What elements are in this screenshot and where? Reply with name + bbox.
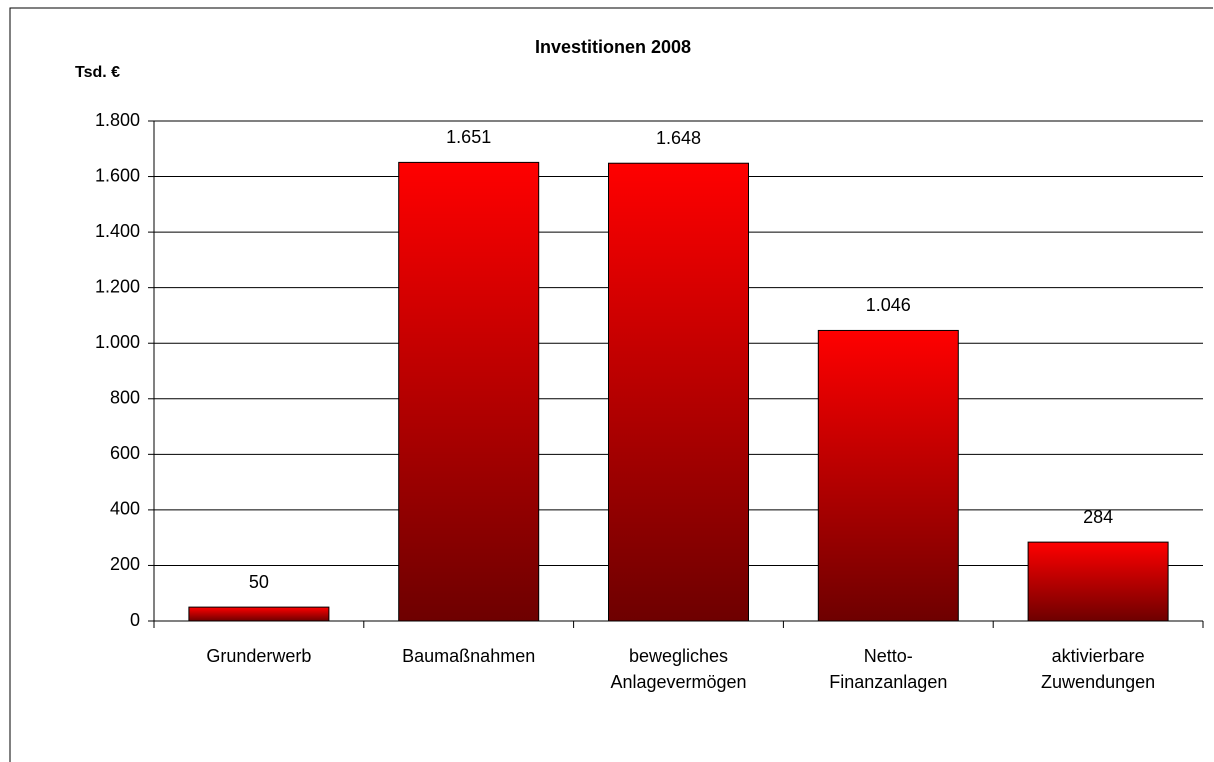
x-tick-label: Baumaßnahmen <box>402 646 536 666</box>
y-tick-label: 200 <box>110 554 140 574</box>
bar <box>188 606 330 622</box>
y-tick-label: 0 <box>130 610 140 630</box>
bar <box>608 162 749 622</box>
data-label: 1.046 <box>866 295 911 315</box>
x-tick-label: Netto-Finanzanlagen <box>829 646 948 692</box>
chart-title: Investitionen 2008 <box>535 37 691 57</box>
y-tick-label: 1.800 <box>95 110 140 130</box>
y-tick-label: 600 <box>110 443 140 463</box>
data-label: 1.648 <box>656 128 701 148</box>
data-label: 1.651 <box>446 127 491 147</box>
x-tick-label: bewegliches Anlagevermögen <box>610 646 747 692</box>
y-tick-label: 800 <box>110 388 140 408</box>
x-tick-label: aktivierbare Zuwendungen <box>1041 646 1156 692</box>
y-tick-label: 400 <box>110 499 140 519</box>
y-axis-label: Tsd. € <box>75 64 120 81</box>
bar <box>1027 541 1169 622</box>
x-tick-label: Grunderwerb <box>206 646 312 666</box>
frame <box>9 7 1213 762</box>
bar <box>398 161 540 622</box>
y-tick-label: 1.200 <box>95 276 140 296</box>
data-label: 284 <box>1083 507 1113 527</box>
y-tick-label: 1.600 <box>95 165 140 185</box>
y-tick-label: 1.000 <box>95 332 140 352</box>
y-tick-label: 1.400 <box>95 221 140 241</box>
bar <box>817 329 959 622</box>
data-label: 50 <box>249 572 269 592</box>
